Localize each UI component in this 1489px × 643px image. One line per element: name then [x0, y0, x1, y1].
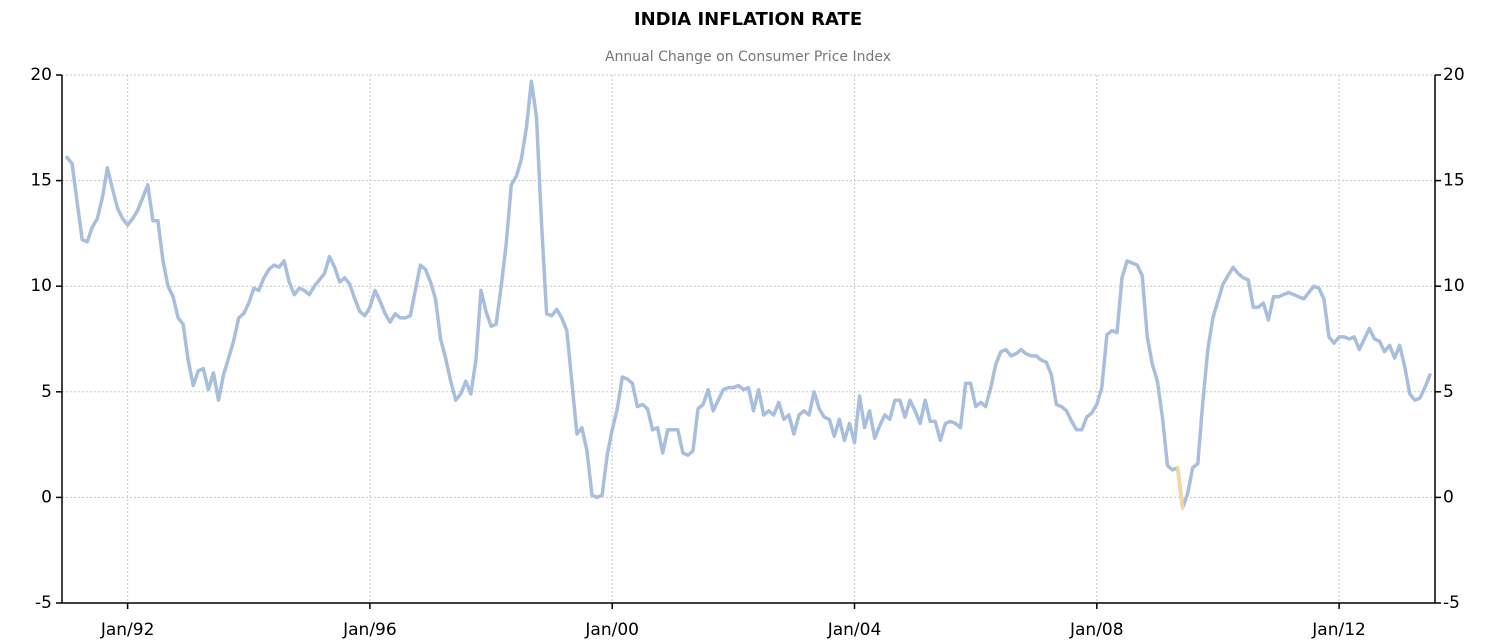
chart-title: INDIA INFLATION RATE: [634, 9, 862, 30]
y2-tick-label: -5: [1443, 593, 1460, 613]
y-tick-label: 5: [41, 382, 52, 402]
line-series: [1175, 466, 1185, 510]
y-tick-label: 10: [30, 276, 52, 296]
x-tick-label: Jan/00: [584, 620, 639, 640]
y-tick-label: -5: [35, 593, 52, 613]
y2-tick-label: 20: [1443, 65, 1465, 85]
x-tick-label: Jan/12: [1311, 620, 1366, 640]
y-tick-label: 0: [41, 487, 52, 507]
chart-subtitle: Annual Change on Consumer Price Index: [605, 49, 891, 65]
line-series: [65, 79, 1432, 510]
x-tick-label: Jan/92: [100, 620, 155, 640]
y2-tick-label: 15: [1443, 171, 1465, 191]
y2-tick-label: 0: [1443, 487, 1454, 507]
x-tick-label: Jan/04: [827, 620, 882, 640]
y2-tick-label: 10: [1443, 276, 1465, 296]
y2-tick-label: 5: [1443, 382, 1454, 402]
y-tick-label: 20: [30, 65, 52, 85]
x-tick-label: Jan/08: [1069, 620, 1124, 640]
x-tick-label: Jan/96: [342, 620, 397, 640]
y-tick-label: 15: [30, 171, 52, 191]
